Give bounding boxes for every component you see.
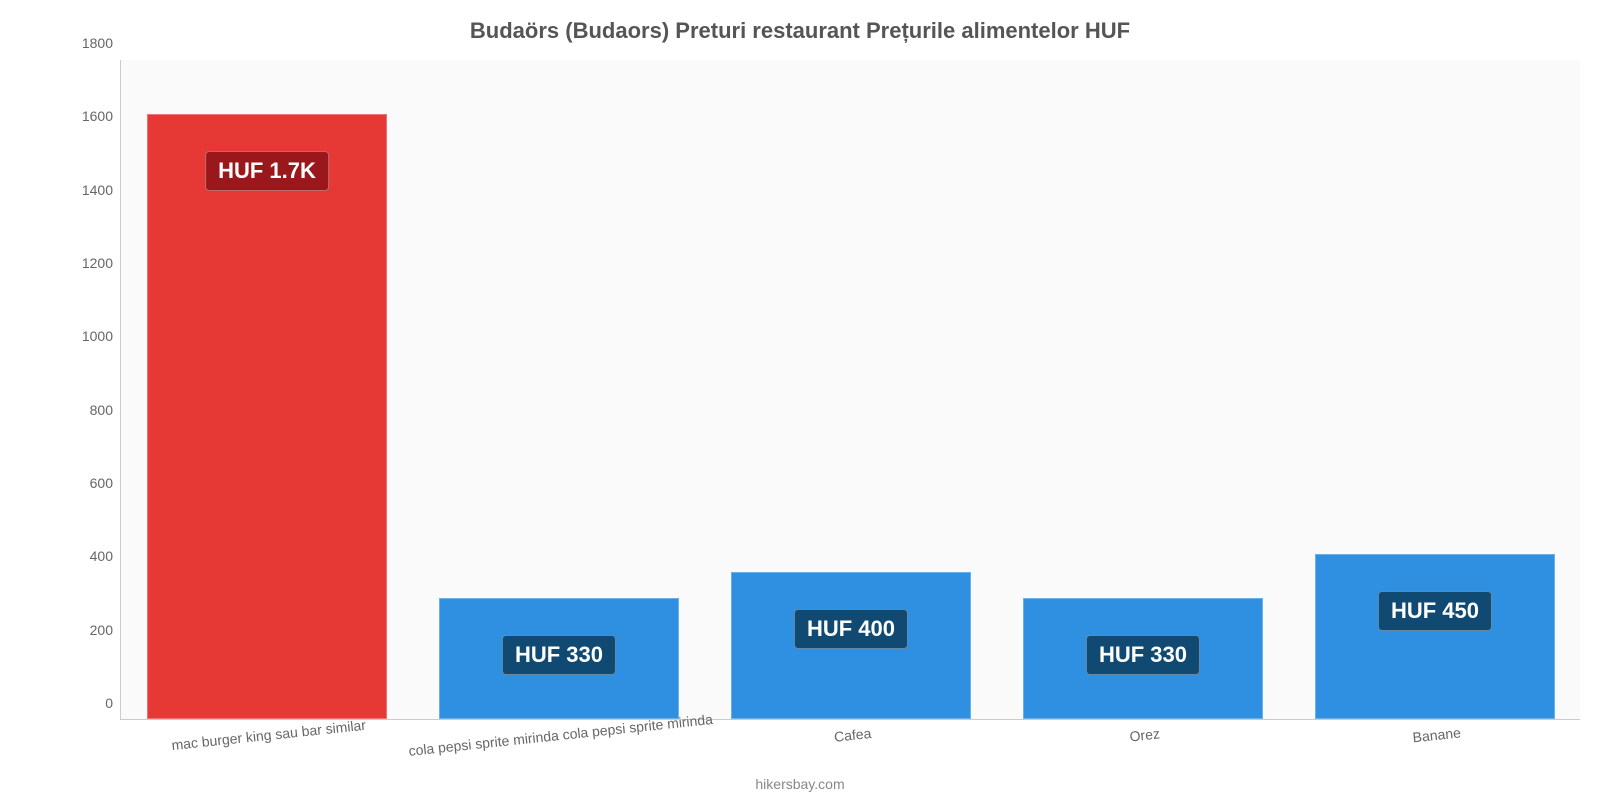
plot-area: 020040060080010001200140016001800HUF 1.7… xyxy=(120,60,1580,720)
y-tick-label: 400 xyxy=(90,548,121,564)
y-tick-label: 1400 xyxy=(82,182,121,198)
bar: HUF 450 xyxy=(1315,554,1554,719)
x-tick-label: Orez xyxy=(1128,717,1161,744)
y-tick-label: 1000 xyxy=(82,328,121,344)
y-tick-label: 1800 xyxy=(82,35,121,51)
bar-value-label: HUF 400 xyxy=(794,609,908,649)
bar-value-label: HUF 450 xyxy=(1378,591,1492,631)
x-tick-label: Cafea xyxy=(832,717,872,745)
y-tick-label: 1600 xyxy=(82,108,121,124)
bar: HUF 1.7K xyxy=(147,114,386,719)
bar-value-label: HUF 330 xyxy=(502,635,616,675)
y-tick-label: 800 xyxy=(90,402,121,418)
bar: HUF 330 xyxy=(439,598,678,719)
bar-value-label: HUF 1.7K xyxy=(205,151,329,191)
chart-title: Budaörs (Budaors) Preturi restaurant Pre… xyxy=(0,18,1600,44)
source-label: hikersbay.com xyxy=(0,776,1600,792)
bar: HUF 400 xyxy=(731,572,970,719)
chart-container: Budaörs (Budaors) Preturi restaurant Pre… xyxy=(0,0,1600,800)
bar-value-label: HUF 330 xyxy=(1086,635,1200,675)
y-tick-label: 1200 xyxy=(82,255,121,271)
bar: HUF 330 xyxy=(1023,598,1262,719)
y-tick-label: 600 xyxy=(90,475,121,491)
y-tick-label: 200 xyxy=(90,622,121,638)
y-tick-label: 0 xyxy=(105,695,121,711)
x-tick-label: Banane xyxy=(1411,716,1462,745)
